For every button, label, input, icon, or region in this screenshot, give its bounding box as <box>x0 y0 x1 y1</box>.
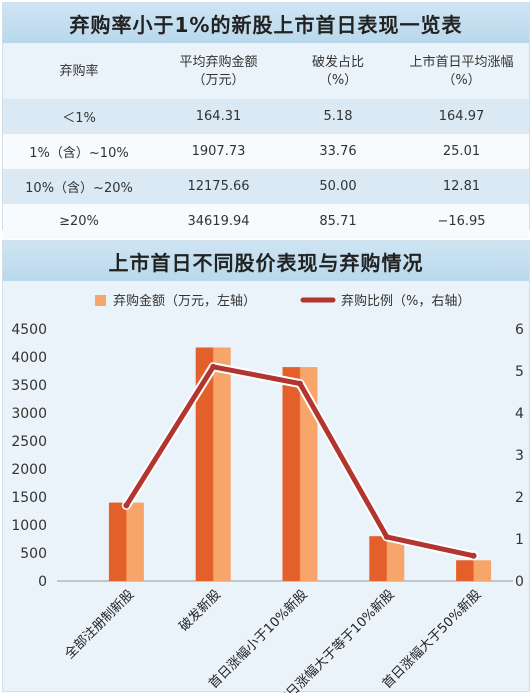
table-cell: 10%（含）~20% <box>3 169 155 204</box>
line-point <box>123 502 130 509</box>
header-break-ratio: 破发占比 （%） <box>311 55 364 88</box>
table-header-row: 弃购率 平均弃购金额 （万元） 破发占比 （%） 上市首日平均涨幅 （%） <box>3 45 529 99</box>
bar <box>456 560 492 581</box>
summary-table-panel: 弃购率小于1%的新股上市首日表现一览表 弃购率 平均弃购金额 （万元） 破发占比… <box>2 2 530 239</box>
bar <box>108 502 144 581</box>
table-cell: 164.97 <box>394 99 529 134</box>
table-row: ≥20% 34619.94 85.71 −16.95 <box>3 204 529 239</box>
y-left-tick-label: 4000 <box>11 350 47 366</box>
y-right-tick-label: 5 <box>515 364 524 380</box>
y-left-tick-label: 3500 <box>11 378 47 394</box>
combo-chart: 弃购金额（万元，左轴） 弃购比例（%，右轴）0500100015002000250… <box>11 293 524 693</box>
table-cell: 1907.73 <box>155 134 282 169</box>
x-category-label: 首日涨幅小于10%新股 <box>206 587 311 692</box>
x-category-label: 首日涨幅大于50%新股 <box>379 587 484 692</box>
y-right-tick-label: 2 <box>515 490 524 506</box>
table-cell: 5.18 <box>282 99 394 134</box>
x-category-label: 破发新股 <box>176 587 224 635</box>
legend-line-label: 弃购比例（%，右轴） <box>341 293 470 309</box>
table-cell: 33.76 <box>282 134 394 169</box>
y-right-tick-label: 3 <box>515 448 524 464</box>
header-avg-amount: 平均弃购金额 （万元） <box>179 55 258 88</box>
y-left-tick-label: 1000 <box>11 518 47 534</box>
table-cell: ＜1% <box>3 99 155 134</box>
y-left-tick-label: 500 <box>20 546 47 562</box>
table-cell: 85.71 <box>282 204 394 239</box>
table-cell: 34619.94 <box>155 204 282 239</box>
legend-bar-label: 弃购金额（万元，左轴） <box>113 293 256 309</box>
table-row: ＜1% 164.31 5.18 164.97 <box>3 99 529 134</box>
y-right-tick-label: 1 <box>515 532 524 548</box>
y-right-tick-label: 0 <box>515 574 524 590</box>
line-point <box>383 533 390 540</box>
y-left-tick-label: 2000 <box>11 462 47 478</box>
table-cell: 12175.66 <box>155 169 282 204</box>
line-point <box>470 552 477 559</box>
y-left-tick-label: 0 <box>38 574 47 590</box>
table-cell: 164.31 <box>155 99 282 134</box>
chart-panel: 上市首日不同股价表现与弃购情况 弃购金额（万元，左轴） 弃购比例（%，右轴） 0 50… <box>2 240 530 693</box>
y-left-tick-label: 3000 <box>11 406 47 422</box>
y-left-tick-label: 1500 <box>11 490 47 506</box>
chart-title: 上市首日不同股价表现与弃购情况 <box>3 241 529 281</box>
header-avg-gain: 上市首日平均涨幅 （%） <box>409 55 514 88</box>
table-title: 弃购率小于1%的新股上市首日表现一览表 <box>3 3 529 43</box>
summary-table: 弃购率 平均弃购金额 （万元） 破发占比 （%） 上市首日平均涨幅 （%） ＜1… <box>3 45 529 239</box>
y-left-tick-label: 4500 <box>11 322 47 338</box>
table-row: 1%（含）~10% 1907.73 33.76 25.01 <box>3 134 529 169</box>
table-cell: 12.81 <box>394 169 529 204</box>
legend-bar-swatch <box>95 295 106 306</box>
line-point <box>297 380 303 387</box>
x-category-label: 全部注册制新股 <box>62 587 138 663</box>
line-point <box>210 363 217 370</box>
table-cell: 1%（含）~10% <box>3 134 155 169</box>
table-cell: 25.01 <box>394 134 529 169</box>
table-cell: 50.00 <box>282 169 394 204</box>
y-right-tick-label: 4 <box>515 406 524 422</box>
table-cell: −16.95 <box>394 204 529 239</box>
table-cell: ≥20% <box>3 204 155 239</box>
y-left-tick-label: 2500 <box>11 434 47 450</box>
y-right-tick-label: 6 <box>515 322 524 338</box>
table-row: 10%（含）~20% 12175.66 50.00 12.81 <box>3 169 529 204</box>
header-abandon-rate: 弃购率 <box>59 64 99 79</box>
